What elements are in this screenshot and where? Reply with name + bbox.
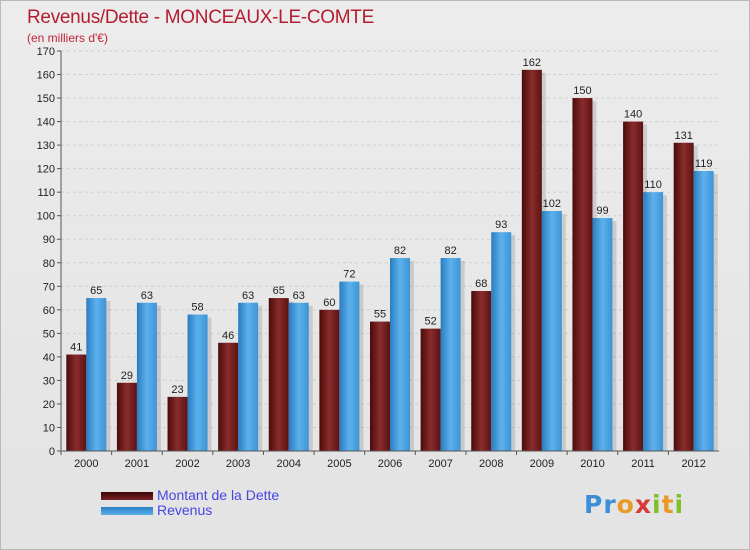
- y-tick-label: 160: [37, 70, 55, 82]
- legend-swatch-debt: [101, 491, 153, 500]
- y-tick-label: 100: [37, 211, 55, 223]
- data-labels: 41 65 29 63 23 58 46 63 65 63 60 72 55 82 52 82 68 93 162 1…: [70, 57, 712, 396]
- x-tick-label: 2005: [327, 458, 351, 470]
- revenue-bar-label: 82: [394, 245, 406, 257]
- y-tick-label: 80: [43, 258, 55, 270]
- y-tick-label: 20: [43, 399, 55, 411]
- revenue-bar: [86, 298, 107, 451]
- revenue-bar: [491, 232, 512, 451]
- debt-bar-label: 60: [323, 297, 335, 309]
- debt-bar: [623, 121, 644, 452]
- revenue-bar: [238, 302, 259, 451]
- y-tick-label: 40: [43, 352, 55, 364]
- x-tick-label: 2002: [175, 458, 199, 470]
- y-tick-label: 60: [43, 305, 55, 317]
- y-tick-label: 10: [43, 422, 55, 434]
- y-tick-label: 50: [43, 328, 55, 340]
- revenue-bar: [643, 192, 664, 452]
- debt-bar-label: 29: [121, 370, 133, 382]
- x-tick-label: 2010: [580, 458, 604, 470]
- revenue-bar-label: 65: [90, 285, 102, 297]
- debt-bar-label: 23: [171, 384, 183, 396]
- debt-bar: [218, 342, 239, 451]
- y-tick-label: 150: [37, 93, 55, 105]
- x-tick-label: 2003: [226, 458, 250, 470]
- revenue-bar-label: 63: [293, 290, 305, 302]
- y-tick-label: 70: [43, 281, 55, 293]
- x-tick-label: 2009: [530, 458, 554, 470]
- chart-subtitle: (en milliers d'€): [27, 31, 108, 45]
- x-tick-label: 2000: [74, 458, 98, 470]
- y-tick-label: 0: [49, 446, 55, 458]
- revenue-bar: [541, 211, 562, 451]
- debt-bar: [167, 396, 188, 451]
- revenue-bar-label: 110: [644, 179, 662, 191]
- x-tick-label: 2001: [125, 458, 149, 470]
- y-tick-label: 130: [37, 140, 55, 152]
- y-tick-label: 30: [43, 375, 55, 387]
- debt-bar: [673, 142, 694, 451]
- debt-bar: [521, 69, 542, 451]
- debt-bar: [319, 309, 340, 451]
- debt-bar: [116, 382, 137, 451]
- debt-bar-label: 55: [374, 309, 386, 321]
- debt-bar-label: 46: [222, 330, 234, 342]
- revenue-bar-label: 93: [495, 219, 507, 231]
- debt-bar-label: 41: [70, 342, 82, 354]
- x-tick-label: 2011: [631, 458, 655, 470]
- y-tick-label: 110: [37, 187, 55, 199]
- debt-bar-label: 150: [573, 85, 591, 97]
- revenue-bar: [339, 281, 360, 451]
- revenue-bar-label: 63: [242, 290, 254, 302]
- legend: Montant de la Dette Revenus: [101, 488, 279, 518]
- legend-swatch-revenue: [101, 506, 153, 515]
- debt-bar: [471, 291, 492, 451]
- x-tick-label: 2007: [428, 458, 452, 470]
- revenue-bar-label: 58: [191, 302, 203, 314]
- revenue-bar: [440, 258, 461, 451]
- debt-bar: [572, 98, 593, 451]
- x-tick-label: 2004: [277, 458, 301, 470]
- axes: 0 10 20 30 40 50 60 70 80 90 100 110 120 130 140 150 160…: [37, 46, 719, 470]
- proxiti-logo: Proxiti: [584, 490, 685, 519]
- y-tick-label: 140: [37, 117, 55, 129]
- debt-bar-label: 140: [624, 109, 642, 121]
- revenue-bar-label: 72: [343, 269, 355, 281]
- revenue-bar-label: 102: [543, 198, 561, 210]
- legend-item-debt: Montant de la Dette: [101, 488, 279, 503]
- revenue-bar: [136, 302, 157, 451]
- revenue-bar: [693, 171, 714, 451]
- y-tick-label: 170: [37, 46, 55, 58]
- revenue-bar-label: 119: [695, 158, 713, 170]
- debt-bar: [66, 354, 87, 451]
- debt-bar: [420, 328, 441, 451]
- revenue-bar-label: 99: [596, 205, 608, 217]
- debt-bar-label: 162: [523, 57, 541, 69]
- legend-item-revenue: Revenus: [101, 503, 279, 518]
- debt-bar-label: 131: [675, 130, 693, 142]
- revenue-bar: [288, 302, 309, 451]
- debt-bar: [370, 321, 390, 451]
- x-tick-label: 2006: [378, 458, 402, 470]
- debt-bar-label: 65: [273, 285, 285, 297]
- revenue-bar: [592, 218, 613, 451]
- x-tick-label: 2008: [479, 458, 503, 470]
- y-tick-label: 90: [43, 234, 55, 246]
- revenue-bar-label: 82: [444, 245, 456, 257]
- debt-bar: [268, 298, 289, 451]
- debt-bar-label: 52: [424, 316, 436, 328]
- revenue-bar-label: 63: [141, 290, 153, 302]
- revenue-bar: [187, 314, 208, 451]
- legend-label-revenue: Revenus: [157, 502, 213, 518]
- revenue-bar: [390, 258, 410, 451]
- legend-label-debt: Montant de la Dette: [157, 487, 280, 503]
- chart-title: Revenus/Dette - MONCEAUX-LE-COMTE: [27, 7, 374, 28]
- y-tick-label: 120: [37, 164, 55, 176]
- bars: [66, 69, 714, 452]
- debt-bar-label: 68: [475, 278, 487, 290]
- x-tick-label: 2012: [681, 458, 705, 470]
